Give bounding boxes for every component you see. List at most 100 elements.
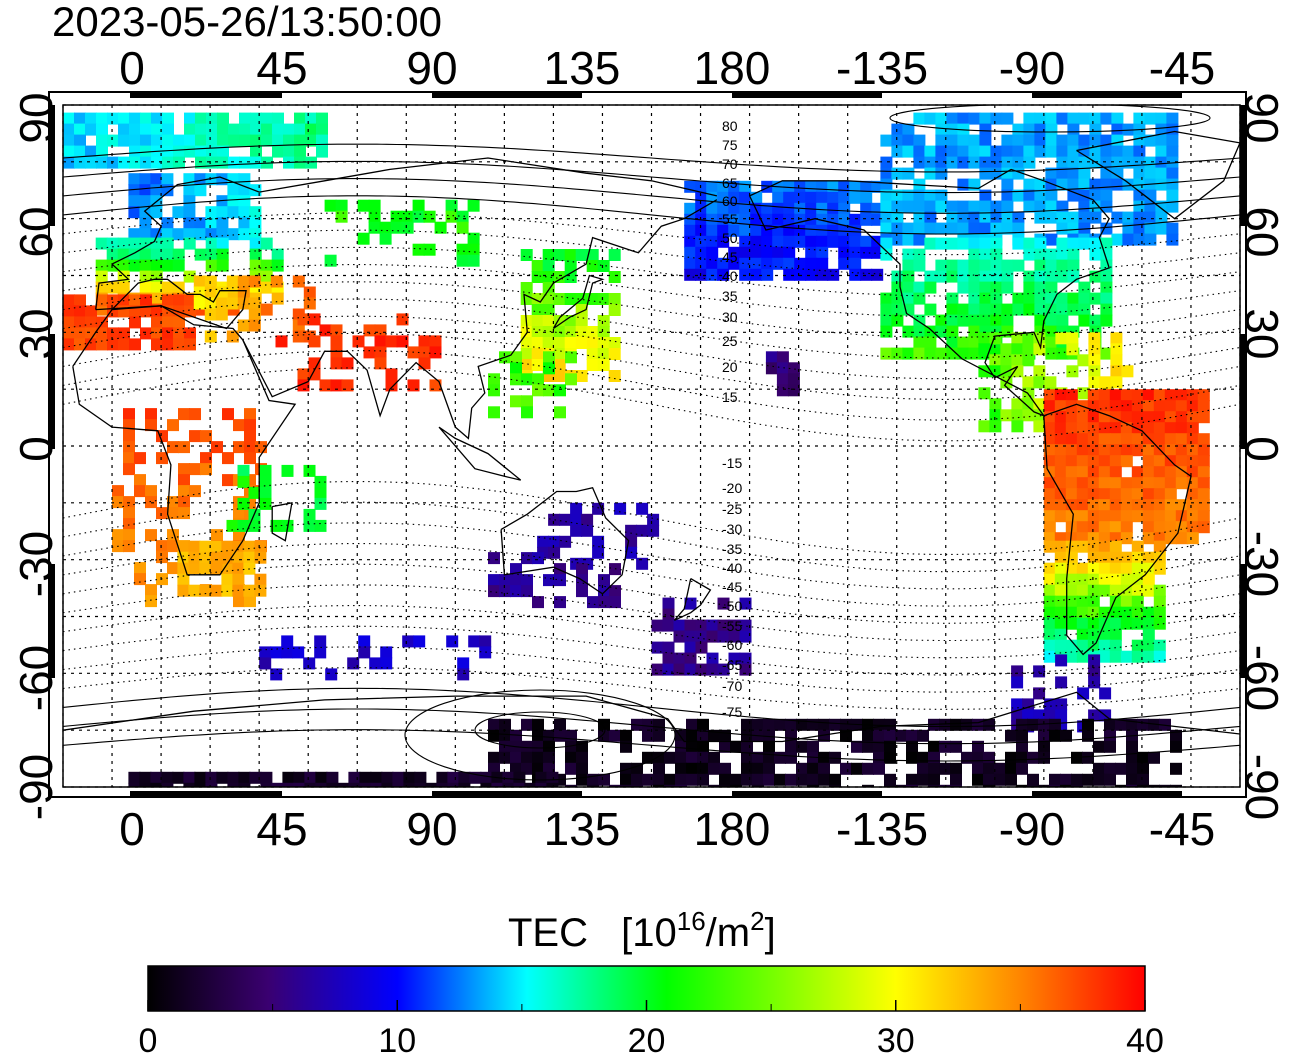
- tec-cell: [95, 237, 108, 250]
- tec-cell: [906, 740, 918, 753]
- tec-cell: [1011, 698, 1024, 711]
- y-tick-label-right: -30: [1236, 531, 1288, 597]
- tec-cell: [1000, 354, 1013, 367]
- tec-cell: [994, 762, 1006, 775]
- tec-cell: [752, 773, 764, 786]
- tec-cell: [565, 762, 577, 775]
- tec-cell: [128, 771, 141, 784]
- tec-cell: [1034, 237, 1047, 250]
- tec-cell: [1016, 740, 1028, 753]
- tec-cell: [1142, 455, 1155, 468]
- tec-cell: [1049, 773, 1061, 786]
- tec-cell: [270, 275, 283, 288]
- tec-cell: [319, 379, 332, 392]
- tec-cell: [586, 348, 599, 360]
- tec-cell: [1120, 400, 1133, 413]
- tec-cell: [117, 248, 130, 261]
- tec-cell: [1100, 281, 1113, 294]
- tec-cell: [1153, 411, 1166, 424]
- tec-cell: [1067, 248, 1080, 261]
- tec-cell: [172, 228, 185, 241]
- tec-cell: [968, 325, 981, 338]
- tec-cell: [664, 751, 676, 764]
- tec-cell: [150, 281, 163, 294]
- tec-cell: [1078, 167, 1091, 180]
- mlat-contour-pole: [404, 689, 676, 781]
- tec-cell: [205, 217, 218, 230]
- tec-cell: [1078, 200, 1091, 213]
- tec-cell: [117, 259, 130, 272]
- tec-cell: [1065, 617, 1078, 630]
- tec-cell: [1164, 532, 1177, 545]
- tec-cell: [1067, 123, 1080, 136]
- tec-cell: [308, 357, 321, 370]
- coastline: [1043, 403, 1192, 656]
- tec-cell: [719, 729, 731, 742]
- tec-cell: [543, 351, 555, 364]
- tec-cell: [946, 200, 959, 213]
- tec-cell: [902, 145, 915, 158]
- tec-cell: [1065, 595, 1078, 608]
- tec-cell: [913, 211, 926, 224]
- tec-cell: [363, 346, 376, 359]
- tec-cell: [761, 235, 774, 248]
- tec-cell: [189, 430, 201, 443]
- mlat-contour: [63, 315, 1240, 380]
- tec-cell: [662, 652, 675, 665]
- tec-cell: [706, 268, 719, 281]
- tec-cell: [1078, 314, 1091, 327]
- tec-cell: [851, 762, 863, 775]
- tec-cell: [259, 475, 272, 488]
- tec-cell: [924, 347, 937, 360]
- tec-cell: [316, 112, 328, 125]
- tec-cell: [1087, 389, 1100, 402]
- tec-cell: [467, 243, 480, 256]
- tec-cell: [238, 195, 251, 208]
- tec-cell: [178, 474, 190, 487]
- tec-cell: [1043, 389, 1056, 402]
- tec-cell: [935, 167, 948, 180]
- tec-cell: [1067, 189, 1080, 202]
- tec-cell: [227, 184, 240, 197]
- tec-cell: [706, 246, 719, 259]
- tec-cell: [686, 773, 698, 786]
- tec-cell: [570, 513, 583, 526]
- tec-cell: [304, 782, 317, 787]
- tec-cell: [924, 112, 937, 125]
- tec-cell: [662, 608, 675, 621]
- tec-cell: [990, 145, 1003, 158]
- tec-cell: [1120, 617, 1133, 630]
- mlat-label: 65: [722, 175, 738, 191]
- tec-cell: [1077, 354, 1090, 367]
- tec-cell: [860, 191, 873, 204]
- tec-cell: [902, 347, 915, 360]
- tec-cell: [161, 248, 174, 261]
- tec-cell: [979, 167, 992, 180]
- tec-cell: [1104, 762, 1116, 775]
- tec-cell: [608, 337, 621, 349]
- tec-cell: [200, 430, 212, 443]
- tec-cell: [576, 751, 588, 764]
- tec-cell: [1087, 499, 1100, 512]
- tec-cell: [542, 271, 555, 283]
- tec-cell: [664, 773, 676, 786]
- tec-cell: [326, 782, 339, 787]
- tec-cell: [1122, 222, 1135, 235]
- tec-cell: [880, 189, 893, 202]
- tec-cell: [325, 668, 338, 681]
- tec-cell: [805, 235, 818, 248]
- tec-cell: [1056, 167, 1069, 180]
- coastline: [552, 274, 605, 330]
- tec-cell: [924, 189, 937, 202]
- tec-cell: [543, 729, 555, 742]
- tec-cell: [392, 782, 405, 787]
- tec-cell: [794, 191, 807, 204]
- tec-cell: [957, 314, 970, 327]
- tec-cell: [1023, 123, 1036, 136]
- tec-cell: [233, 507, 245, 520]
- tec-cell: [1023, 303, 1036, 316]
- tec-cell: [575, 337, 588, 349]
- tec-cell: [1089, 123, 1102, 136]
- tec-cell: [1098, 584, 1111, 597]
- tec-cell: [1054, 422, 1067, 435]
